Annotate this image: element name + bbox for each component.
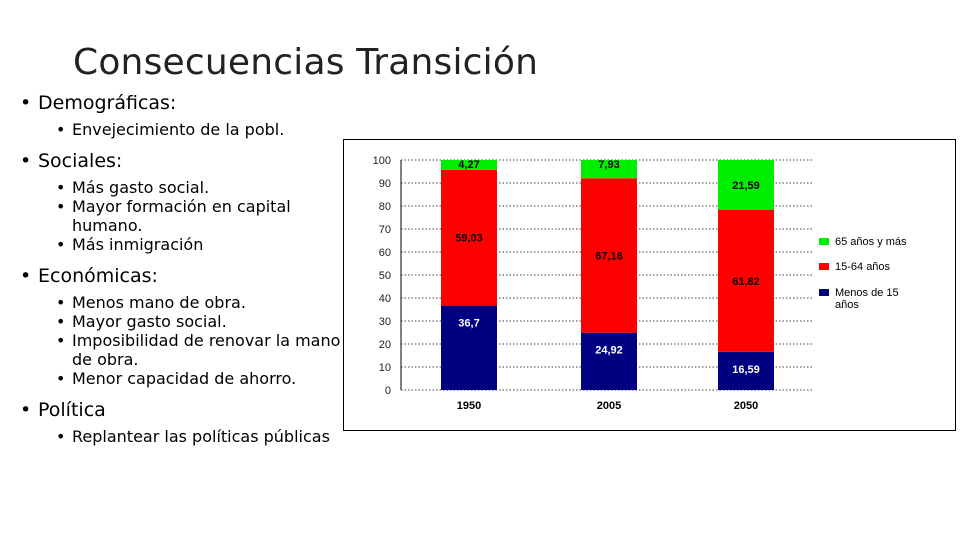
legend-swatch (819, 263, 829, 270)
y-tick-label: 0 (385, 385, 391, 397)
bar-segment (581, 178, 637, 333)
y-tick-label: 90 (379, 178, 391, 190)
legend-swatch (819, 289, 829, 296)
data-label: 7,93 (598, 159, 619, 171)
bar-segment (718, 209, 774, 352)
sub-bullet: Más gasto social. (56, 178, 365, 197)
bullet-economicas: Económicas: (20, 263, 365, 289)
y-tick-label: 20 (379, 339, 391, 351)
sub-bullet: Envejecimiento de la pobl. (56, 120, 365, 139)
sub-bullet: Mayor gasto social. (56, 312, 365, 331)
data-label: 67,16 (595, 250, 623, 262)
data-label: 59,03 (455, 233, 483, 245)
stacked-bar-chart: 0 10 20 30 40 50 60 70 80 90 100 36,7 59,03 4,27 1950 2… (373, 155, 907, 412)
bar-segment (441, 305, 497, 390)
data-label: 36,7 (458, 318, 479, 330)
bullet-demograficas: Demográficas: (20, 90, 365, 116)
population-chart: 0 10 20 30 40 50 60 70 80 90 100 36,7 59,03 4,27 1950 2… (343, 139, 956, 431)
bullet-sociales: Sociales: (20, 148, 365, 174)
bullet-politica: Política (20, 397, 365, 423)
data-label: 4,27 (458, 159, 479, 171)
legend-label: Menos de 15 años (835, 287, 899, 311)
sub-bullet: Menor capacidad de ahorro. (56, 369, 365, 388)
sub-bullet: Imposibilidad de renovar la mano de obra… (56, 331, 365, 369)
data-label: 24,92 (595, 345, 623, 357)
sub-bullet: Menos mano de obra. (56, 293, 365, 312)
y-tick-label: 40 (379, 293, 391, 305)
legend-swatch (819, 238, 829, 245)
bar-segment (441, 169, 497, 306)
legend-label: 65 años y más (835, 236, 907, 248)
y-tick-label: 10 (379, 362, 391, 374)
y-tick-label: 70 (379, 224, 391, 236)
x-tick-label: 2050 (734, 400, 758, 412)
y-tick-label: 50 (379, 270, 391, 282)
y-tick-label: 100 (373, 155, 391, 167)
y-tick-label: 30 (379, 316, 391, 328)
bar-segment (581, 159, 637, 179)
bullet-list: Demográficas: Envejecimiento de la pobl.… (20, 90, 365, 446)
data-label: 21,59 (732, 180, 760, 192)
sub-bullet: Más inmigración (56, 235, 365, 254)
y-tick-label: 80 (379, 201, 391, 213)
data-label: 16,59 (732, 364, 760, 376)
bar-segment (441, 160, 497, 170)
x-tick-label: 1950 (457, 400, 481, 412)
data-label: 61,82 (732, 276, 760, 288)
sub-bullet: Mayor formación en capital humano. (56, 197, 365, 235)
bar-segment (718, 160, 774, 210)
bar-segment (718, 351, 774, 390)
bar-segment (581, 332, 637, 390)
y-tick-label: 60 (379, 247, 391, 259)
slide-title: Consecuencias Transición (73, 42, 539, 83)
sub-bullet: Replantear las políticas públicas (56, 427, 365, 446)
legend-label: 15-64 años (835, 261, 891, 273)
x-tick-label: 2005 (597, 400, 621, 412)
